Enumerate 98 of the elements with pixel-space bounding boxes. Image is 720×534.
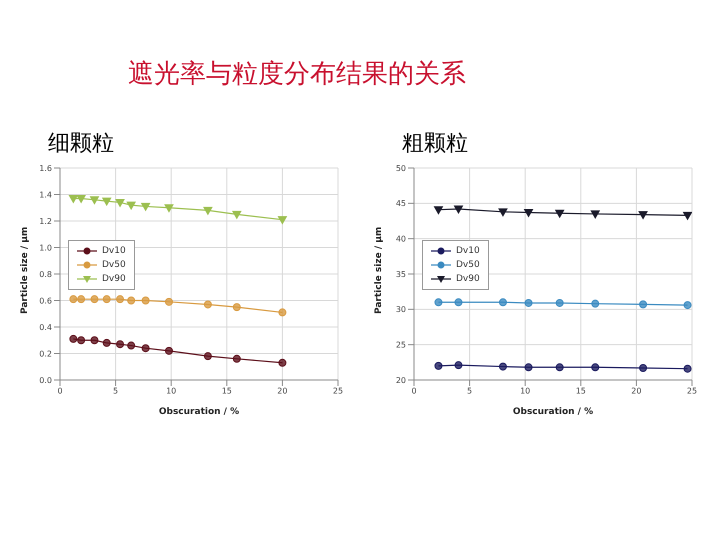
x-tick-label: 25 bbox=[332, 386, 344, 396]
chart-title: 粗颗粒 bbox=[402, 130, 469, 158]
x-tick-label: 5 bbox=[113, 386, 118, 396]
point bbox=[590, 210, 600, 218]
point bbox=[434, 298, 442, 306]
point bbox=[434, 206, 443, 214]
y-axis-title: Particle size / µm bbox=[20, 226, 30, 314]
point bbox=[77, 336, 86, 344]
y-tick-label: 0.6 bbox=[39, 296, 52, 306]
point bbox=[127, 296, 136, 304]
point bbox=[204, 300, 212, 308]
y-tick-label: 1.4 bbox=[39, 190, 52, 200]
point bbox=[683, 212, 692, 220]
point bbox=[555, 210, 564, 218]
point bbox=[524, 363, 533, 372]
point bbox=[232, 210, 242, 219]
x-tick-label: 20 bbox=[277, 386, 288, 396]
chart-title: 细颗粒 bbox=[48, 130, 115, 158]
point bbox=[141, 202, 150, 211]
point bbox=[639, 300, 648, 308]
point bbox=[278, 358, 286, 367]
point bbox=[278, 308, 286, 316]
legend-label: Dv10 bbox=[456, 245, 480, 258]
point bbox=[638, 211, 648, 220]
point bbox=[90, 295, 98, 304]
point bbox=[142, 296, 150, 304]
point bbox=[142, 344, 150, 352]
point bbox=[278, 216, 287, 224]
point bbox=[454, 205, 463, 214]
x-tick-label: 0 bbox=[57, 386, 63, 396]
point bbox=[77, 295, 86, 304]
point bbox=[232, 303, 241, 312]
y-tick-label: 0.2 bbox=[39, 349, 52, 358]
point bbox=[454, 298, 462, 306]
point bbox=[434, 362, 442, 370]
point bbox=[102, 338, 111, 347]
y-tick-label: 40 bbox=[396, 234, 406, 244]
y-tick-label: 50 bbox=[396, 164, 406, 173]
point bbox=[68, 194, 78, 203]
y-tick-label: 45 bbox=[396, 199, 406, 208]
point bbox=[203, 206, 212, 215]
y-tick-label: 0.8 bbox=[39, 270, 52, 279]
point bbox=[204, 352, 212, 360]
point bbox=[498, 208, 508, 216]
x-tick-label: 10 bbox=[166, 386, 176, 396]
point bbox=[556, 363, 564, 372]
legend-label: Dv90 bbox=[456, 273, 480, 286]
y-tick-label: 25 bbox=[396, 340, 406, 350]
y-tick-label: 20 bbox=[396, 376, 406, 385]
y-tick-label: 30 bbox=[396, 305, 406, 314]
x-tick-label: 10 bbox=[520, 386, 530, 396]
point bbox=[76, 194, 86, 203]
point bbox=[127, 342, 136, 350]
point bbox=[524, 298, 533, 307]
x-tick-label: 20 bbox=[631, 386, 642, 396]
point bbox=[116, 340, 124, 348]
x-tick-label: 25 bbox=[686, 386, 698, 396]
point bbox=[69, 295, 78, 304]
x-tick-label: 15 bbox=[576, 386, 586, 396]
point bbox=[684, 301, 692, 310]
point bbox=[498, 298, 507, 306]
y-tick-label: 35 bbox=[396, 270, 406, 279]
x-tick-label: 0 bbox=[411, 386, 417, 396]
point bbox=[90, 336, 98, 344]
legend-label: Dv50 bbox=[102, 259, 126, 272]
point bbox=[116, 198, 125, 207]
point bbox=[102, 295, 111, 304]
y-axis-title: Particle size / µm bbox=[374, 226, 384, 314]
point bbox=[591, 300, 600, 308]
point bbox=[116, 295, 124, 304]
point bbox=[684, 364, 692, 373]
point bbox=[454, 361, 462, 370]
point bbox=[498, 362, 507, 371]
legend-label: Dv10 bbox=[102, 245, 126, 258]
point bbox=[524, 209, 534, 218]
legend-label: Dv50 bbox=[456, 259, 480, 272]
x-tick-label: 15 bbox=[222, 386, 232, 396]
legend-label: Dv90 bbox=[102, 273, 126, 286]
y-tick-label: 1.2 bbox=[39, 216, 52, 226]
point bbox=[639, 364, 648, 372]
point bbox=[232, 354, 241, 363]
point bbox=[126, 202, 136, 210]
point bbox=[69, 334, 78, 343]
point bbox=[102, 198, 112, 206]
point bbox=[556, 298, 564, 307]
y-tick-label: 0.0 bbox=[39, 376, 52, 385]
x-axis-title: Obscuration / % bbox=[158, 407, 240, 417]
x-tick-label: 5 bbox=[467, 386, 472, 396]
point bbox=[591, 363, 600, 372]
x-axis-title: Obscuration / % bbox=[512, 407, 594, 417]
y-tick-label: 0.4 bbox=[39, 322, 52, 332]
point bbox=[164, 298, 173, 306]
y-tick-label: 1.0 bbox=[39, 243, 52, 252]
point bbox=[164, 346, 173, 355]
text: 遮光率与粒度分布结果的关系 bbox=[128, 58, 467, 91]
point bbox=[164, 204, 174, 212]
point bbox=[90, 196, 99, 204]
y-tick-label: 1.6 bbox=[39, 164, 52, 173]
